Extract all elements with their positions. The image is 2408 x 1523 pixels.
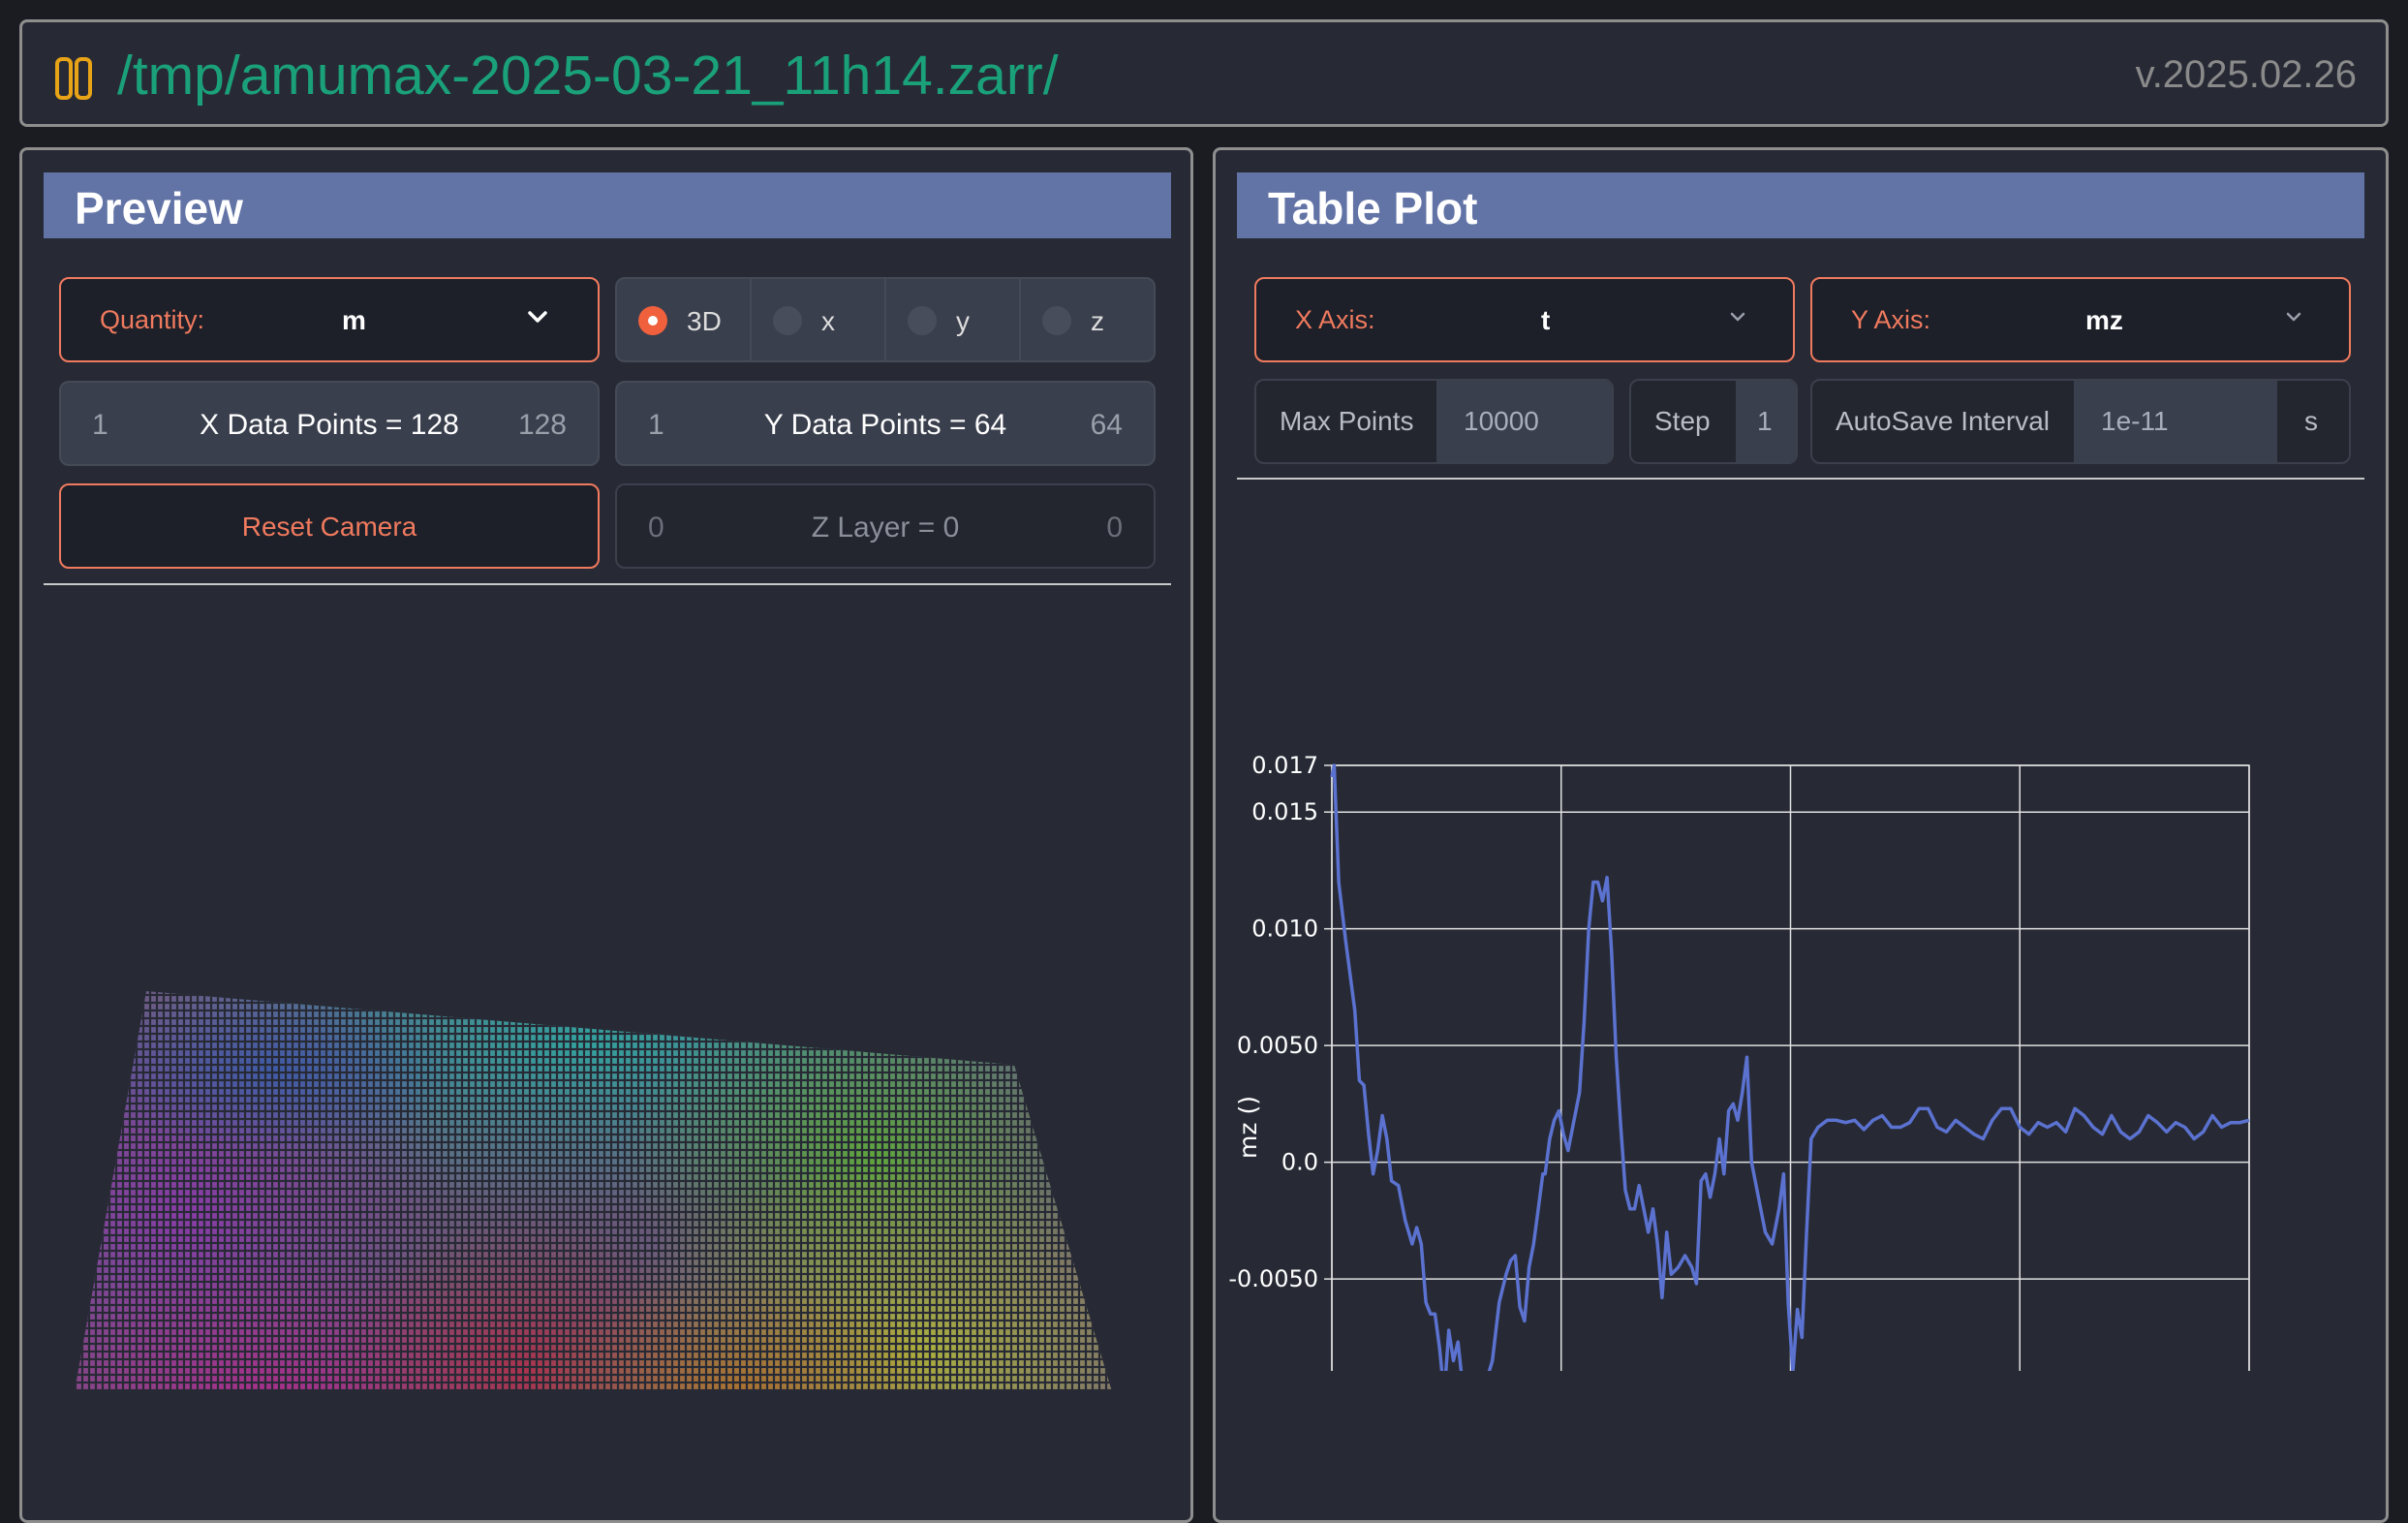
- radio-icon: [773, 306, 802, 335]
- y-tick-label: 0.017: [1251, 752, 1318, 779]
- radio-icon: [1042, 306, 1071, 335]
- series-line-mz: [1330, 763, 2250, 1371]
- slider-max: 128: [517, 409, 567, 441]
- max-points-addon: Max Points: [1256, 381, 1436, 462]
- max-points-group: Max Points 10000: [1254, 379, 1614, 464]
- x-data-points-slider[interactable]: 1 X Data Points = 128 128: [59, 381, 600, 466]
- y-tick-label: -0.0050: [1228, 1265, 1318, 1292]
- autosave-group: AutoSave Interval 1e-11 s: [1810, 379, 2351, 464]
- max-points-label: Max Points: [1280, 406, 1414, 436]
- slider-max: 0: [1106, 512, 1123, 544]
- divider: [1237, 478, 2364, 480]
- version-label: v.2025.02.26: [2135, 53, 2357, 96]
- y-tick-label: 0.0050: [1237, 1032, 1318, 1059]
- reset-camera-label: Reset Camera: [241, 512, 417, 542]
- chevron-down-icon: [1730, 312, 1745, 322]
- chevron-down-icon: [2286, 312, 2301, 322]
- radio-selected-icon: [638, 306, 667, 335]
- y-tick-label: 0.010: [1251, 916, 1318, 943]
- x-axis-select[interactable]: X Axis: t: [1254, 277, 1795, 362]
- slider-label: Y Data Points = 64: [763, 409, 1007, 441]
- preview-title: Preview: [75, 183, 243, 233]
- step-group: Step 1: [1629, 379, 1798, 464]
- table-plot-panel: Table Plot X Axis: t Y Axis: mz Max Poin…: [1213, 147, 2389, 1523]
- quantity-label: Quantity:: [100, 305, 205, 334]
- table-plot-title: Table Plot: [1268, 183, 1478, 233]
- x-axis-label: X Axis:: [1295, 305, 1375, 334]
- y-data-points-slider[interactable]: 1 Y Data Points = 64 64: [615, 381, 1156, 466]
- slider-min: 1: [92, 409, 108, 441]
- chevron-down-icon: [528, 311, 547, 323]
- slider-label: X Data Points = 128: [200, 409, 459, 441]
- autosave-input[interactable]: 1e-11: [2074, 381, 2277, 462]
- component-label: y: [956, 306, 970, 336]
- component-option-y[interactable]: y: [886, 279, 1021, 360]
- step-value: 1: [1757, 406, 1773, 436]
- magnetization-3d-view[interactable]: [42, 615, 1156, 1390]
- pause-icon[interactable]: [55, 57, 92, 100]
- preview-title-bar: Preview: [44, 172, 1171, 238]
- header-bar: /tmp/amumax-2025-03-21_11h14.zarr/ v.202…: [19, 19, 2389, 127]
- y-axis-value: mz: [2085, 305, 2123, 335]
- autosave-label: AutoSave Interval: [1836, 406, 2051, 436]
- slider-min: 0: [648, 512, 664, 544]
- divider: [44, 583, 1171, 585]
- slider-max: 64: [1090, 409, 1123, 441]
- preview-panel: Preview Quantity: m 3D x y z 1 X Data Po…: [19, 147, 1193, 1523]
- component-label: x: [821, 306, 835, 336]
- y-axis-title: mz (): [1234, 1096, 1262, 1159]
- autosave-value: 1e-11: [2101, 406, 2169, 436]
- slider-label: Z Layer = 0: [811, 512, 960, 544]
- autosave-addon: AutoSave Interval: [1812, 381, 2074, 462]
- x-axis-value: t: [1541, 305, 1551, 335]
- z-layer-slider[interactable]: 0 Z Layer = 0 0: [615, 483, 1156, 569]
- autosave-unit: s: [2304, 406, 2318, 436]
- slider-min: 1: [648, 409, 664, 441]
- radio-icon: [908, 306, 937, 335]
- autosave-unit-addon: s: [2277, 381, 2349, 462]
- component-radio-group: 3D x y z: [615, 277, 1156, 362]
- step-addon: Step: [1631, 381, 1736, 462]
- component-option-x[interactable]: x: [752, 279, 886, 360]
- component-option-3d[interactable]: 3D: [617, 279, 752, 360]
- max-points-input[interactable]: 10000: [1436, 381, 1612, 462]
- quantity-value: m: [342, 305, 366, 335]
- y-tick-label: 0.015: [1251, 798, 1318, 825]
- y-axis-select[interactable]: Y Axis: mz: [1810, 277, 2351, 362]
- component-label: 3D: [687, 306, 722, 336]
- y-axis-label: Y Axis:: [1851, 305, 1931, 334]
- table-plot-title-bar: Table Plot: [1237, 172, 2364, 238]
- max-points-value: 10000: [1464, 406, 1539, 436]
- step-input[interactable]: 1: [1736, 381, 1796, 462]
- y-tick-label: 0.0: [1281, 1149, 1318, 1176]
- simulation-path: /tmp/amumax-2025-03-21_11h14.zarr/: [117, 45, 1059, 107]
- component-label: z: [1091, 306, 1104, 336]
- reset-camera-button[interactable]: Reset Camera: [59, 483, 600, 569]
- quantity-select[interactable]: Quantity: m: [59, 277, 600, 362]
- component-option-z[interactable]: z: [1021, 279, 1154, 360]
- mz-line-chart[interactable]: 0.05.0e-101.0e-91.5e-92.0e-90.0170.0150.…: [1227, 557, 2370, 1371]
- step-label: Step: [1654, 406, 1711, 436]
